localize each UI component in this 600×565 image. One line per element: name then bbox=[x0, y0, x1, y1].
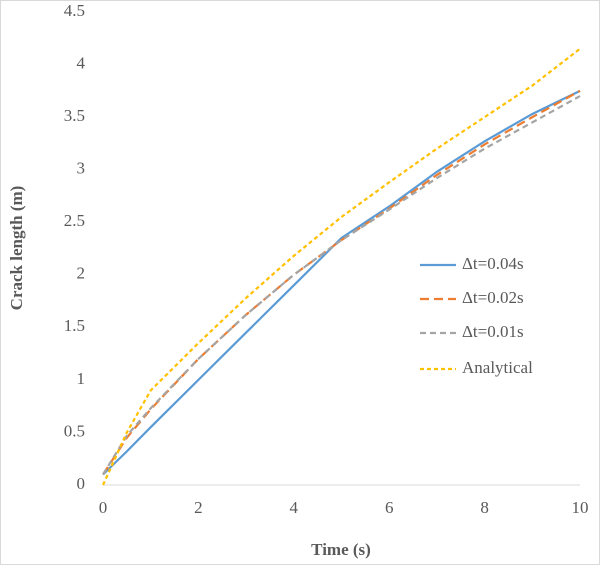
y-tick-label: 2.5 bbox=[64, 211, 85, 230]
y-tick-label: 4 bbox=[77, 53, 86, 72]
legend-label: Analytical bbox=[462, 358, 533, 377]
x-tick-label: 8 bbox=[480, 498, 489, 517]
x-tick-label: 6 bbox=[385, 498, 394, 517]
y-tick-label: 0.5 bbox=[64, 421, 85, 440]
legend-label: Δt=0.01s bbox=[462, 322, 524, 341]
x-tick-label: 0 bbox=[99, 498, 108, 517]
y-tick-label: 3 bbox=[77, 159, 86, 178]
y-tick-label: 1.5 bbox=[64, 316, 85, 335]
y-tick-label: 0 bbox=[77, 474, 86, 493]
y-tick-label: 4.5 bbox=[64, 1, 85, 20]
x-axis-title: Time (s) bbox=[311, 540, 371, 559]
y-tick-label: 2 bbox=[77, 264, 86, 283]
x-tick-label: 4 bbox=[290, 498, 299, 517]
x-tick-label: 10 bbox=[572, 498, 589, 517]
legend-label: Δt=0.04s bbox=[462, 254, 524, 273]
y-axis-title: Crack length (m) bbox=[7, 186, 26, 311]
series-line bbox=[102, 89, 581, 476]
y-tick-label: 1 bbox=[77, 369, 86, 388]
legend-label: Δt=0.02s bbox=[462, 288, 524, 307]
y-tick-label: 3.5 bbox=[64, 106, 85, 125]
x-tick-label: 2 bbox=[194, 498, 203, 517]
series-line bbox=[102, 95, 581, 476]
series-line bbox=[101, 47, 581, 486]
